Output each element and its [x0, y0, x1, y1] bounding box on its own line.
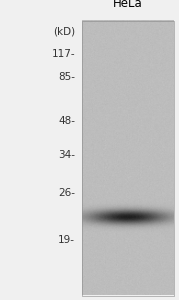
Text: 19-: 19-	[58, 235, 75, 245]
Text: (kD): (kD)	[53, 26, 75, 37]
Bar	[82, 21, 174, 296]
Text: HeLa: HeLa	[113, 0, 143, 10]
Text: 26-: 26-	[58, 188, 75, 199]
Text: 117-: 117-	[52, 49, 75, 59]
Text: 85-: 85-	[58, 71, 75, 82]
Text: 34-: 34-	[58, 149, 75, 160]
Text: 48-: 48-	[58, 116, 75, 127]
